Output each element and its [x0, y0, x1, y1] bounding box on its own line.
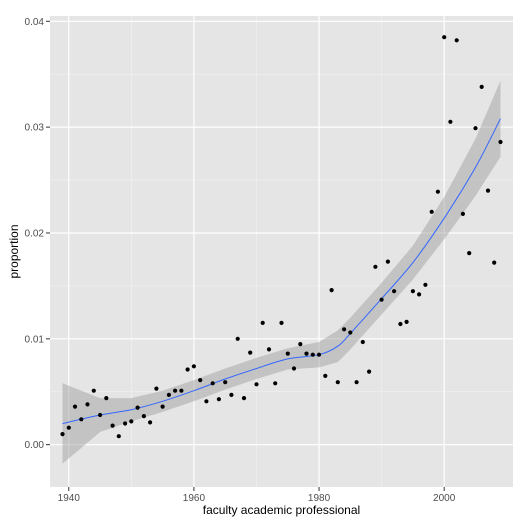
- data-point: [198, 378, 203, 383]
- data-point: [323, 373, 328, 378]
- data-point: [285, 351, 290, 356]
- data-point: [210, 381, 215, 386]
- data-point: [329, 288, 334, 293]
- x-tick-label: 1940: [58, 493, 81, 504]
- data-point: [354, 380, 359, 385]
- data-point: [429, 209, 434, 214]
- data-point: [485, 188, 491, 193]
- data-point: [279, 320, 284, 325]
- smooth-line: [62, 118, 501, 424]
- data-point: [435, 189, 440, 194]
- x-tick-label: 1980: [308, 493, 331, 504]
- data-point: [135, 405, 140, 410]
- data-point: [467, 251, 472, 256]
- data-point: [72, 404, 78, 409]
- data-point: [266, 347, 272, 352]
- data-point: [260, 320, 265, 325]
- data-point: [85, 402, 90, 407]
- data-point: [254, 382, 259, 387]
- data-point: [304, 351, 309, 356]
- data-point: [473, 126, 478, 131]
- y-tick-label: 0.01: [25, 334, 45, 345]
- data-point: [191, 364, 196, 369]
- data-point: [229, 392, 234, 397]
- data-point: [110, 423, 115, 428]
- data-point: [123, 421, 128, 426]
- data-point: [417, 292, 422, 297]
- x-tick-label: 1960: [183, 493, 206, 504]
- y-tick-label: 0.00: [25, 440, 45, 451]
- data-point: [335, 380, 340, 385]
- smooth-confidence-band: [62, 80, 501, 464]
- x-axis-title: faculty academic professional: [203, 503, 360, 517]
- data-point: [273, 381, 278, 386]
- x-tick-label: 2000: [433, 493, 456, 504]
- data-point: [442, 35, 447, 40]
- x-axis-ticks: 1940 1960 1980 2000: [58, 487, 456, 504]
- data-point: [179, 388, 184, 393]
- data-point: [235, 336, 240, 341]
- data-point: [104, 396, 109, 401]
- y-axis-ticks: 0.00 0.01 0.02 0.03 0.04: [25, 17, 50, 451]
- data-point: [185, 367, 190, 372]
- data-point: [298, 342, 303, 347]
- data-point: [148, 420, 153, 425]
- data-point: [423, 282, 428, 287]
- data-point: [367, 369, 372, 374]
- data-point: [116, 434, 121, 439]
- data-point: [154, 386, 159, 391]
- data-points: [60, 35, 503, 439]
- data-point: [141, 414, 146, 419]
- grid-minor: [50, 16, 513, 487]
- data-point: [492, 260, 497, 265]
- data-point: [404, 319, 409, 324]
- data-point: [223, 380, 228, 385]
- data-point: [310, 352, 315, 357]
- data-point: [204, 399, 209, 404]
- y-tick-label: 0.04: [25, 17, 45, 28]
- data-point: [410, 289, 415, 294]
- data-point: [379, 297, 384, 302]
- data-point: [291, 366, 297, 371]
- data-point: [79, 417, 84, 422]
- data-point: [166, 392, 171, 397]
- data-point: [448, 119, 453, 124]
- grid-major: [50, 16, 513, 487]
- data-point: [91, 388, 96, 393]
- y-tick-label: 0.03: [25, 123, 45, 134]
- data-point: [342, 327, 347, 332]
- data-point: [248, 350, 253, 355]
- data-point: [216, 397, 221, 402]
- data-point: [498, 139, 503, 145]
- data-point: [460, 211, 465, 216]
- data-point: [392, 289, 397, 294]
- data-point: [479, 84, 484, 89]
- data-point: [98, 412, 103, 418]
- data-point: [373, 264, 378, 269]
- y-axis-title: proportion: [7, 224, 21, 278]
- data-point: [454, 38, 459, 43]
- data-point: [360, 339, 365, 345]
- data-point: [348, 330, 353, 335]
- data-point: [241, 396, 247, 401]
- data-point: [398, 321, 403, 327]
- plot-panel: [50, 16, 513, 487]
- y-tick-label: 0.02: [25, 228, 45, 239]
- data-point: [129, 419, 134, 424]
- data-point: [385, 259, 390, 264]
- data-point: [160, 404, 165, 409]
- data-point: [316, 352, 322, 357]
- data-point: [173, 388, 178, 393]
- data-point: [66, 425, 71, 430]
- data-point: [60, 432, 65, 437]
